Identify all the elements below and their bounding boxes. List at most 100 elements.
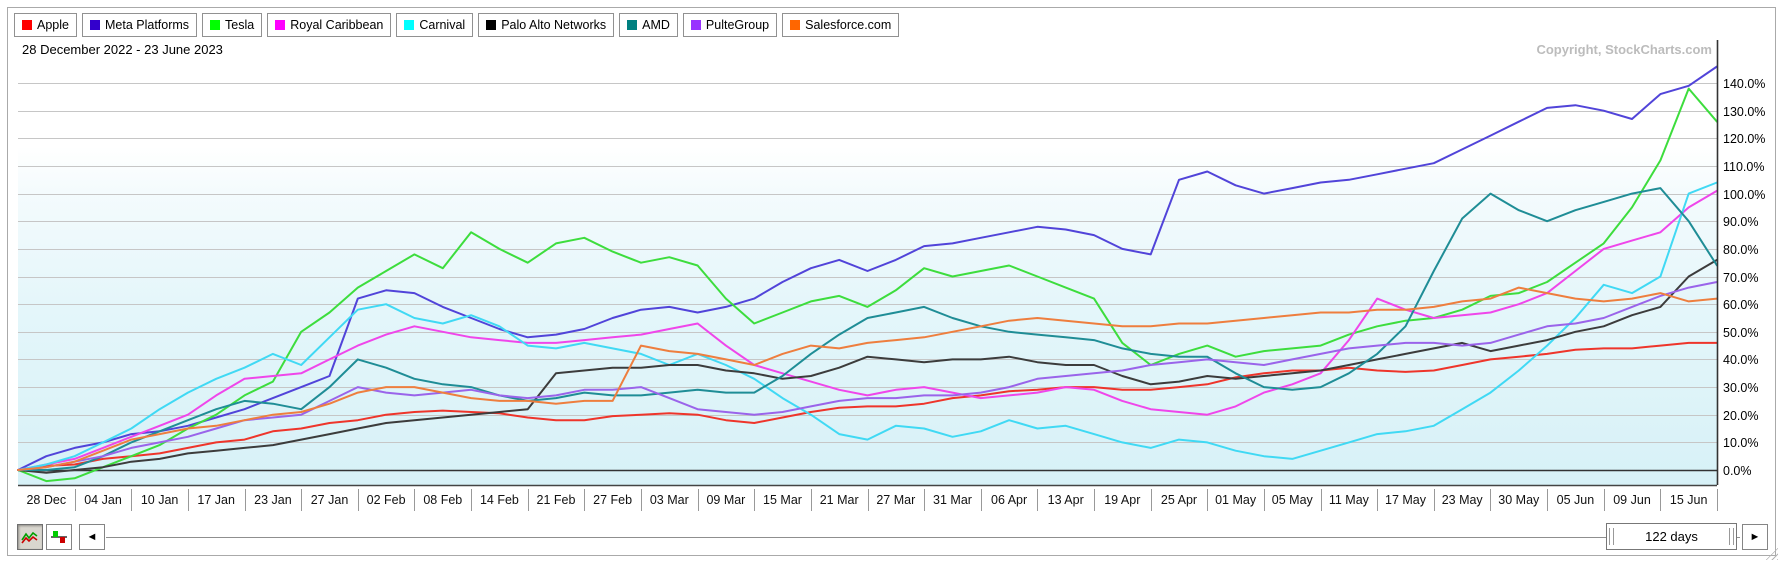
legend-swatch-apple (22, 20, 32, 30)
x-tick-label: 23 Jan (254, 493, 292, 507)
scroll-left-button[interactable]: ◄ (79, 524, 105, 550)
x-axis-separators (75, 489, 1718, 511)
y-tick-label: 20.0% (1723, 409, 1758, 423)
x-tick-label: 08 Feb (423, 493, 462, 507)
bottom-toolbar: ◄ 122 days ► (0, 521, 1782, 560)
legend-swatch-meta-platforms (89, 20, 100, 30)
legend-item-pultegroup[interactable]: PulteGroup (682, 13, 778, 37)
legend-swatch-palo-alto-networks (486, 20, 497, 30)
x-tick-label: 13 Apr (1048, 493, 1084, 507)
legend-label: Royal Caribbean (290, 18, 384, 32)
date-range-label: 28 December 2022 - 23 June 2023 (22, 42, 223, 57)
y-tick-label: 60.0% (1723, 298, 1758, 312)
legend-label: Meta Platforms (104, 18, 190, 32)
legend-item-royal-caribbean[interactable]: Royal Caribbean (267, 13, 392, 37)
legend-swatch-salesforce-com (790, 20, 801, 30)
y-tick-label: 140.0% (1723, 77, 1765, 91)
legend-label: PulteGroup (705, 18, 770, 32)
legend-label: Carnival (419, 18, 466, 32)
x-axis-labels: 28 Dec 04 Jan 10 Jan 17 Jan 23 Jan 27 Jan 02 F… (26, 493, 1707, 507)
legend-swatch-tesla (210, 20, 221, 30)
left-arrow-icon: ◄ (86, 531, 98, 543)
scroll-right-button[interactable]: ► (1742, 524, 1768, 550)
legend-item-salesforce-com[interactable]: Salesforce.com (782, 13, 900, 37)
x-tick-label: 05 Jun (1557, 493, 1595, 507)
x-tick-label: 17 Jan (197, 493, 235, 507)
x-tick-label: 25 Apr (1161, 493, 1197, 507)
x-tick-label: 23 May (1442, 493, 1484, 507)
x-tick-label: 17 May (1385, 493, 1427, 507)
y-tick-label: 100.0% (1723, 188, 1765, 202)
series-line-carnival (17, 181, 1718, 471)
histogram-mode-button[interactable] (46, 524, 72, 550)
series-line-palo-alto-networks (17, 258, 1718, 474)
line-chart-icon (21, 531, 38, 544)
y-tick-label: 130.0% (1723, 105, 1765, 119)
copyright-label: Copyright, StockCharts.com (1536, 42, 1712, 57)
x-tick-label: 27 Feb (593, 493, 632, 507)
histogram-icon (51, 531, 67, 543)
right-arrow-icon: ► (1749, 531, 1761, 543)
legend-item-apple[interactable]: Apple (14, 13, 77, 37)
legend-swatch-carnival (404, 20, 415, 30)
y-tick-label: 110.0% (1723, 160, 1764, 174)
legend-label: AMD (642, 18, 670, 32)
x-tick-label: 09 Mar (706, 493, 745, 507)
y-axis-labels: 0.0% 10.0% 20.0% 30.0% 40.0% 50.0% 60.0% 70.0% 8… (1723, 77, 1765, 478)
series-line-meta-platforms (17, 65, 1718, 471)
range-slider-thumb[interactable]: 122 days (1606, 523, 1737, 550)
legend-item-tesla[interactable]: Tesla (202, 13, 263, 37)
range-slider-track[interactable] (106, 537, 1740, 538)
series-line-pultegroup (17, 281, 1718, 471)
x-tick-label: 05 May (1272, 493, 1314, 507)
series-lines (17, 65, 1718, 483)
y-tick-label: 80.0% (1723, 243, 1758, 257)
y-tick-label: 90.0% (1723, 215, 1758, 229)
legend-item-meta-platforms[interactable]: Meta Platforms (81, 13, 198, 37)
x-tick-label: 11 May (1329, 493, 1370, 507)
legend-swatch-royal-caribbean (275, 20, 286, 30)
legend-item-palo-alto-networks[interactable]: Palo Alto Networks (478, 13, 615, 37)
legend-label: Salesforce.com (805, 18, 892, 32)
x-tick-label: 30 May (1498, 493, 1540, 507)
x-tick-label: 21 Mar (820, 493, 859, 507)
x-tick-label: 27 Mar (876, 493, 915, 507)
x-tick-label: 06 Apr (991, 493, 1027, 507)
legend-swatch-amd (627, 20, 638, 30)
legend: Apple Meta Platforms Tesla Royal Caribbean C… (14, 13, 900, 37)
y-tick-label: 120.0% (1723, 132, 1765, 146)
thumb-grip-left (1609, 528, 1614, 545)
x-tick-label: 28 Dec (26, 493, 66, 507)
x-tick-label: 15 Mar (763, 493, 802, 507)
legend-swatch-pultegroup (690, 20, 701, 30)
x-tick-label: 01 May (1215, 493, 1257, 507)
line-mode-button[interactable] (17, 524, 43, 550)
x-tick-label: 31 Mar (933, 493, 972, 507)
thumb-grip-right (1729, 528, 1734, 545)
x-tick-label: 03 Mar (650, 493, 689, 507)
series-line-apple (17, 341, 1718, 471)
series-line-royal-caribbean (17, 189, 1718, 471)
x-tick-label: 19 Apr (1104, 493, 1140, 507)
y-tick-label: 50.0% (1723, 326, 1758, 340)
y-tick-label: 40.0% (1723, 353, 1758, 367)
range-label: 122 days (1645, 529, 1698, 544)
y-tick-label: 30.0% (1723, 381, 1758, 395)
x-tick-label: 02 Feb (367, 493, 406, 507)
x-tick-label: 27 Jan (311, 493, 349, 507)
plot-area[interactable] (18, 40, 1717, 485)
y-tick-label: 0.0% (1723, 464, 1752, 478)
x-tick-label: 04 Jan (84, 493, 122, 507)
x-tick-label: 21 Feb (537, 493, 576, 507)
y-tick-label: 70.0% (1723, 271, 1758, 285)
x-tick-label: 14 Feb (480, 493, 519, 507)
legend-item-carnival[interactable]: Carnival (396, 13, 474, 37)
y-tick-label: 10.0% (1723, 436, 1758, 450)
x-tick-label: 15 Jun (1670, 493, 1708, 507)
legend-label: Palo Alto Networks (501, 18, 607, 32)
series-line-salesforce-com (17, 286, 1718, 471)
legend-item-amd[interactable]: AMD (619, 13, 678, 37)
x-tick-label: 09 Jun (1613, 493, 1651, 507)
legend-label: Apple (37, 18, 69, 32)
